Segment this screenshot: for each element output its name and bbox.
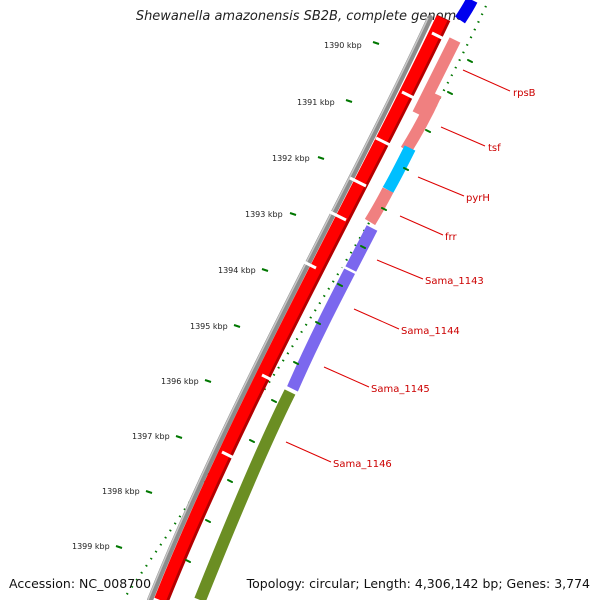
leader-sama1143 — [376, 259, 424, 280]
feature-breaks — [283, 263, 357, 396]
kbp-ticks — [115, 41, 380, 549]
inner-tick-14 — [185, 559, 191, 563]
inner-tick-10 — [271, 399, 277, 403]
leader-frr — [399, 215, 444, 236]
cds-break-8 — [221, 450, 239, 462]
kbp-label-1396: 1396 kbp — [161, 377, 199, 386]
inner-tick-2 — [447, 91, 453, 95]
leader-sama1144 — [353, 308, 400, 330]
gene-label-sama1146: Sama_1146 — [333, 459, 392, 470]
leader-pyrH — [417, 176, 465, 197]
gene-label-frr: frr — [445, 232, 457, 243]
leader-tsf — [440, 126, 486, 147]
gene-label-tsf: tsf — [488, 143, 501, 154]
feature-pink-rpsB — [412, 37, 461, 117]
inner-ticks — [185, 59, 473, 563]
gene-label-pyrH: pyrH — [466, 193, 490, 204]
cds-break-6 — [299, 258, 317, 270]
kbp-label-1394: 1394 kbp — [218, 266, 256, 275]
cds-break-1 — [431, 31, 449, 43]
inner-tick-5 — [381, 207, 387, 211]
inner-tick-8 — [315, 321, 321, 325]
kbp-label-1395: 1395 kbp — [190, 322, 228, 331]
gene-label-sama1143: Sama_1143 — [425, 276, 484, 287]
feature-cyan-pyrH — [382, 145, 416, 193]
kbp-tick-1398 — [145, 490, 153, 494]
inner-tick-9 — [293, 361, 299, 365]
cds-break-5 — [329, 210, 347, 222]
leader-sama1145 — [323, 366, 370, 388]
accession-label: Accession: NC_008700 — [9, 576, 152, 591]
inner-tick-7 — [337, 283, 343, 287]
cds-break-2 — [401, 90, 419, 102]
kbp-label-1399: 1399 kbp — [72, 542, 110, 551]
feature-pink-frr — [364, 187, 394, 226]
feature-olive — [194, 389, 296, 600]
kbp-tick-1392 — [317, 156, 325, 160]
leader-sama1146 — [285, 441, 332, 463]
feature-purple — [286, 225, 378, 393]
kbp-label-1392: 1392 kbp — [272, 154, 310, 163]
feature-break-1 — [339, 263, 357, 275]
inner-tick-13 — [205, 519, 211, 523]
kbp-tick-1395 — [233, 324, 241, 328]
gene-label-sama1144: Sama_1144 — [401, 326, 460, 337]
cds-breaks — [221, 31, 449, 462]
backbone-arc — [147, 15, 433, 600]
kbp-tick-1396 — [204, 379, 212, 383]
feature-pink-tsf — [400, 91, 442, 154]
kbp-label-1397: 1397 kbp — [132, 432, 170, 441]
feature-break-2 — [283, 384, 301, 396]
kbp-tick-1393 — [289, 212, 297, 216]
kbp-tick-1394 — [261, 268, 269, 272]
leader-lines — [285, 69, 511, 463]
kbp-label-1393: 1393 kbp — [245, 210, 283, 219]
kbp-tick-1397 — [175, 435, 183, 439]
kbp-tick-1390 — [372, 41, 380, 45]
backbone-arc-highlight — [147, 17, 429, 600]
inner-tick-1 — [467, 59, 473, 63]
map-title: Shewanella amazonensis SB2B, complete ge… — [135, 9, 465, 24]
kbp-label-1390: 1390 kbp — [324, 41, 362, 50]
leader-rpsB — [462, 69, 511, 92]
inner-tick-11 — [249, 439, 255, 443]
inner-tick-6 — [360, 245, 366, 249]
kbp-tick-1391 — [345, 99, 353, 103]
inner-tick-12 — [227, 479, 233, 483]
cds-break-3 — [375, 136, 393, 148]
kbp-tick-1399 — [115, 545, 123, 549]
inner-tick-4 — [403, 167, 409, 171]
kbp-label-1398: 1398 kbp — [102, 487, 140, 496]
kbp-label-1391: 1391 kbp — [297, 98, 335, 107]
cds-break-4 — [349, 176, 367, 188]
cds-break-7 — [261, 373, 279, 385]
feature-blue — [455, 0, 478, 24]
topology-label: Topology: circular; Length: 4,306,142 bp… — [246, 576, 590, 591]
gene-label-rpsB: rpsB — [513, 88, 536, 99]
inner-tick-3 — [425, 129, 431, 133]
gene-label-sama1145: Sama_1145 — [371, 384, 430, 395]
